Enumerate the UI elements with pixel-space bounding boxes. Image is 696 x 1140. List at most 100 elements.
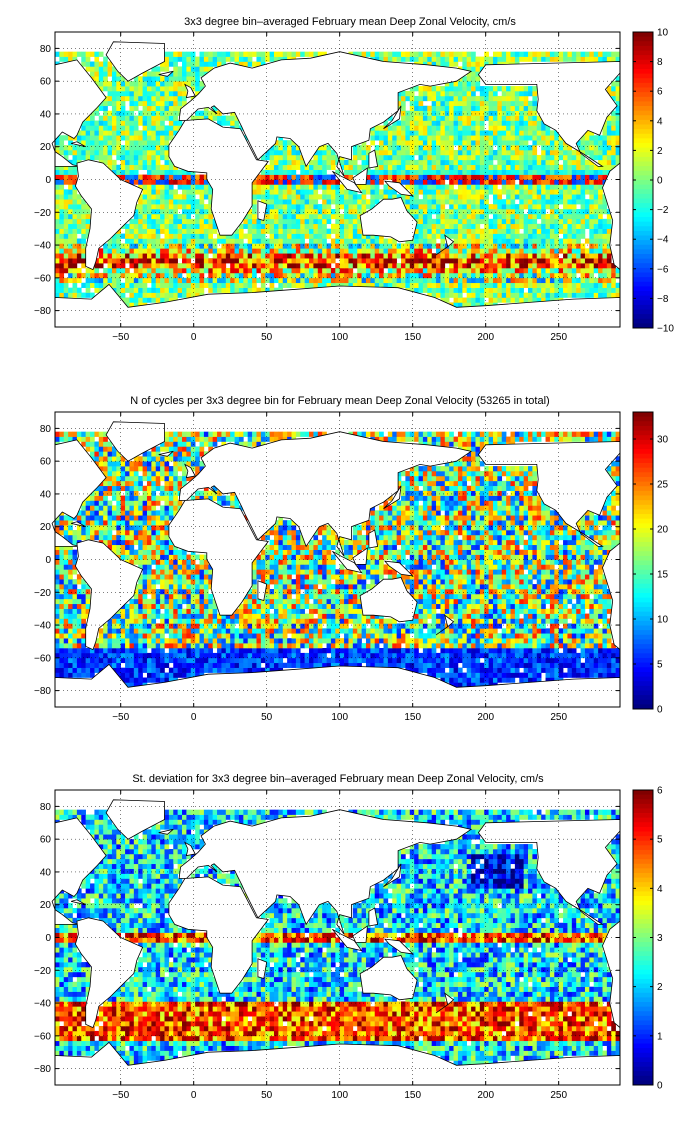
- heatmap-cell: [497, 51, 503, 57]
- heatmap-cell: [217, 51, 222, 57]
- heatmap-cell: [466, 213, 472, 220]
- heatmap-cell: [63, 258, 69, 264]
- heatmap-cell: [479, 253, 485, 259]
- heatmap-cell: [199, 189, 205, 195]
- heatmap-cell: [506, 86, 511, 92]
- heatmap-cell: [177, 56, 183, 62]
- heatmap-cell: [330, 164, 336, 170]
- heatmap-cell: [514, 253, 520, 259]
- heatmap-cell: [549, 130, 555, 136]
- heatmap-cell: [190, 287, 196, 293]
- heatmap-cell: [146, 662, 152, 668]
- heatmap-cell: [418, 150, 424, 156]
- heatmap-cell: [606, 115, 612, 121]
- heatmap-cell: [120, 125, 126, 131]
- heatmap-cell: [164, 213, 170, 220]
- heatmap-cell: [164, 238, 170, 244]
- heatmap-cell: [598, 223, 603, 229]
- colorbar-swatch: [633, 249, 653, 255]
- heatmap-cell: [606, 258, 612, 264]
- heatmap-cell: [208, 277, 213, 284]
- heatmap-cell: [55, 194, 60, 200]
- heatmap-cell: [506, 228, 511, 234]
- heatmap-cell: [125, 233, 130, 239]
- heatmap-cell: [120, 243, 126, 249]
- heatmap-cell: [168, 120, 174, 126]
- heatmap-cell: [475, 238, 481, 244]
- heatmap-cell: [589, 169, 595, 175]
- heatmap-cell: [466, 243, 472, 249]
- heatmap-cell: [107, 150, 113, 156]
- heatmap-cell: [199, 662, 205, 668]
- heatmap-cell: [440, 287, 446, 293]
- heatmap-cell: [457, 258, 463, 264]
- heatmap-cell: [55, 243, 60, 249]
- heatmap-cell: [584, 218, 590, 225]
- land-shape: [158, 70, 174, 77]
- heatmap-cell: [484, 194, 489, 200]
- colorbar-swatch: [633, 129, 653, 135]
- heatmap-cell: [576, 292, 581, 298]
- heatmap-cell: [387, 140, 393, 146]
- heatmap-cell: [155, 150, 161, 156]
- heatmap-cell: [146, 110, 152, 116]
- heatmap-cell: [309, 233, 314, 239]
- heatmap-cell: [523, 228, 529, 234]
- heatmap-cell: [427, 667, 432, 673]
- heatmap-cell: [602, 287, 608, 293]
- heatmap-cell: [125, 91, 130, 97]
- heatmap-cell: [120, 120, 126, 126]
- heatmap-cell: [59, 282, 65, 288]
- heatmap-cell: [506, 213, 511, 220]
- heatmap-cell: [471, 213, 476, 220]
- heatmap-cell: [173, 228, 178, 234]
- heatmap-cell: [602, 204, 608, 210]
- heatmap-cell: [142, 292, 148, 298]
- heatmap-cell: [133, 150, 139, 156]
- heatmap-cell: [471, 91, 476, 97]
- heatmap-cell: [422, 248, 428, 254]
- heatmap-cell: [76, 228, 82, 234]
- heatmap-cell: [497, 115, 503, 121]
- heatmap-cell: [81, 258, 86, 264]
- heatmap-cell: [208, 662, 213, 668]
- heatmap-cell: [72, 228, 78, 234]
- heatmap-cell: [615, 268, 621, 274]
- heatmap-cell: [584, 199, 590, 205]
- heatmap-cell: [164, 66, 170, 72]
- heatmap-cell: [326, 218, 332, 225]
- heatmap-cell: [387, 238, 393, 244]
- heatmap-cell: [339, 213, 345, 220]
- heatmap-cell: [370, 277, 376, 284]
- heatmap-cell: [479, 100, 485, 107]
- heatmap-cell: [300, 243, 305, 249]
- heatmap-cell: [567, 209, 573, 215]
- heatmap-cell: [365, 169, 371, 175]
- heatmap-cell: [396, 91, 402, 97]
- heatmap-cell: [383, 174, 389, 180]
- heatmap-cell: [116, 228, 121, 234]
- heatmap-cell: [471, 66, 476, 72]
- heatmap-cell: [120, 159, 126, 166]
- heatmap-cell: [475, 682, 481, 688]
- heatmap-cell: [444, 150, 450, 156]
- heatmap-cell: [440, 154, 446, 161]
- heatmap-cell: [528, 287, 533, 293]
- heatmap-cell: [76, 218, 82, 225]
- heatmap-cell: [523, 243, 529, 249]
- heatmap-cell: [519, 662, 524, 668]
- heatmap-cell: [440, 115, 446, 121]
- heatmap-cell: [545, 238, 551, 244]
- heatmap-cell: [497, 174, 503, 180]
- heatmap-cell: [212, 61, 218, 67]
- heatmap-cell: [107, 100, 113, 107]
- heatmap-cell: [160, 667, 165, 673]
- heatmap-cell: [225, 120, 231, 126]
- heatmap-cell: [133, 287, 139, 293]
- heatmap-cell: [405, 135, 411, 141]
- heatmap-cell: [142, 95, 148, 102]
- heatmap-cell: [558, 164, 564, 170]
- heatmap-cell: [291, 189, 297, 195]
- heatmap-cell: [234, 272, 240, 279]
